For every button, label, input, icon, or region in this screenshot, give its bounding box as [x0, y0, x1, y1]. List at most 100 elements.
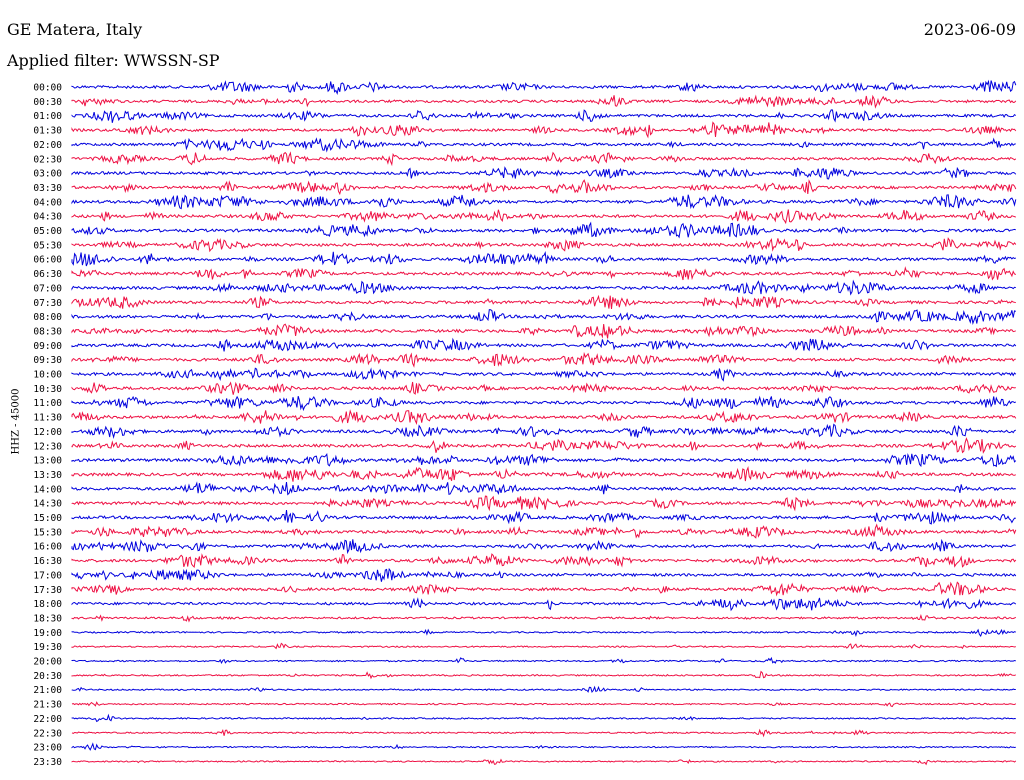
time-tick-label: 04:00 [33, 197, 62, 208]
time-tick-label: 20:30 [33, 671, 62, 682]
trace-line [71, 567, 1017, 582]
time-tick-label: 03:00 [33, 169, 62, 180]
time-tick-label: 07:00 [33, 283, 62, 294]
time-tick-label: 10:30 [33, 384, 62, 395]
time-tick-label: 00:00 [33, 83, 62, 94]
trace-line [71, 409, 1017, 426]
trace-line [71, 495, 1017, 512]
time-tick-label: 23:00 [33, 743, 62, 754]
time-tick-label: 10:00 [33, 370, 62, 381]
time-tick-label: 22:00 [33, 714, 62, 725]
trace-line [71, 79, 1017, 96]
trace-line [71, 423, 1016, 440]
trace-line [71, 628, 1016, 638]
trace-line [71, 351, 1016, 368]
trace-line [71, 642, 1016, 650]
time-tick-label: 18:00 [33, 599, 62, 610]
station-title: GE Matera, Italy [7, 20, 143, 39]
trace-line [71, 251, 1016, 267]
time-tick-label: 21:00 [33, 685, 62, 696]
time-tick-label: 02:00 [33, 140, 62, 151]
time-tick-label: 14:00 [33, 484, 62, 495]
time-tick-label: 08:30 [33, 326, 62, 337]
time-tick-label: 16:00 [33, 542, 62, 553]
time-tick-label: 13:30 [33, 470, 62, 481]
trace-line [71, 465, 1017, 482]
trace-line [71, 94, 1017, 109]
trace-line [71, 510, 1016, 525]
time-tick-label: 15:00 [33, 513, 62, 524]
trace-line [71, 194, 1017, 210]
trace-line [71, 137, 1016, 153]
time-tick-label: 03:30 [33, 183, 62, 194]
time-tick-label: 19:00 [33, 628, 62, 639]
time-tick-label: 05:30 [33, 240, 62, 251]
trace-line [71, 279, 1016, 296]
trace-line [71, 109, 1017, 123]
time-tick-label: 04:30 [33, 212, 62, 223]
trace-line [71, 121, 1017, 139]
time-tick-label: 16:30 [33, 556, 62, 567]
trace-line [71, 151, 1017, 167]
trace-line [71, 597, 1017, 612]
time-tick-label: 08:00 [33, 312, 62, 323]
trace-line [71, 309, 1016, 326]
trace-line [71, 481, 1016, 496]
time-tick-label: 11:30 [33, 413, 62, 424]
trace-line [71, 367, 1017, 382]
time-tick-label: 12:30 [33, 441, 62, 452]
trace-line [71, 237, 1017, 253]
time-tick-label: 20:00 [33, 657, 62, 668]
trace-line [71, 179, 1017, 196]
time-tick-label: 15:30 [33, 527, 62, 538]
trace-line [71, 538, 1016, 555]
trace-line [71, 701, 1017, 708]
trace-line [71, 685, 1016, 694]
time-tick-label: 21:30 [33, 700, 62, 711]
trace-line [71, 656, 1016, 665]
trace-line [71, 221, 1016, 239]
trace-line [71, 670, 1017, 680]
time-tick-label: 09:00 [33, 341, 62, 352]
time-tick-label: 09:30 [33, 355, 62, 366]
time-tick-label: 12:00 [33, 427, 62, 438]
time-tick-label: 18:30 [33, 613, 62, 624]
trace-line [71, 452, 1017, 468]
time-tick-label: 13:00 [33, 456, 62, 467]
time-tick-label: 07:30 [33, 298, 62, 309]
trace-line [71, 581, 1017, 597]
time-tick-label: 02:30 [33, 154, 62, 165]
trace-line [71, 323, 1016, 339]
trace-line [71, 758, 1017, 766]
trace-line [71, 166, 1017, 180]
trace-line [71, 713, 1016, 723]
trace-line [71, 437, 1017, 454]
time-tick-label: 17:30 [33, 585, 62, 596]
time-tick-label: 01:30 [33, 126, 62, 137]
trace-line [71, 395, 1017, 412]
trace-line [71, 266, 1016, 281]
trace-line [71, 728, 1017, 738]
trace-line [71, 337, 1017, 352]
filter-label: Applied filter: WWSSN-SP [7, 51, 220, 70]
trace-line [71, 742, 1016, 751]
time-tick-label: 06:00 [33, 255, 62, 266]
time-tick-label: 19:30 [33, 642, 62, 653]
time-tick-label: 06:30 [33, 269, 62, 280]
trace-line [71, 523, 1017, 539]
trace-line [71, 209, 1016, 225]
time-tick-label: 22:30 [33, 728, 62, 739]
time-tick-label: 14:30 [33, 499, 62, 510]
trace-line [71, 294, 1016, 309]
trace-line [71, 613, 1017, 623]
time-tick-label: 17:00 [33, 570, 62, 581]
time-tick-label: 00:30 [33, 97, 62, 108]
time-tick-label: 05:00 [33, 226, 62, 237]
time-tick-label: 23:30 [33, 757, 62, 768]
trace-line [71, 381, 1016, 395]
time-tick-label: 11:00 [33, 398, 62, 409]
date-label: 2023-06-09 [923, 20, 1016, 39]
time-tick-label: 01:00 [33, 111, 62, 122]
trace-line [71, 553, 1017, 569]
